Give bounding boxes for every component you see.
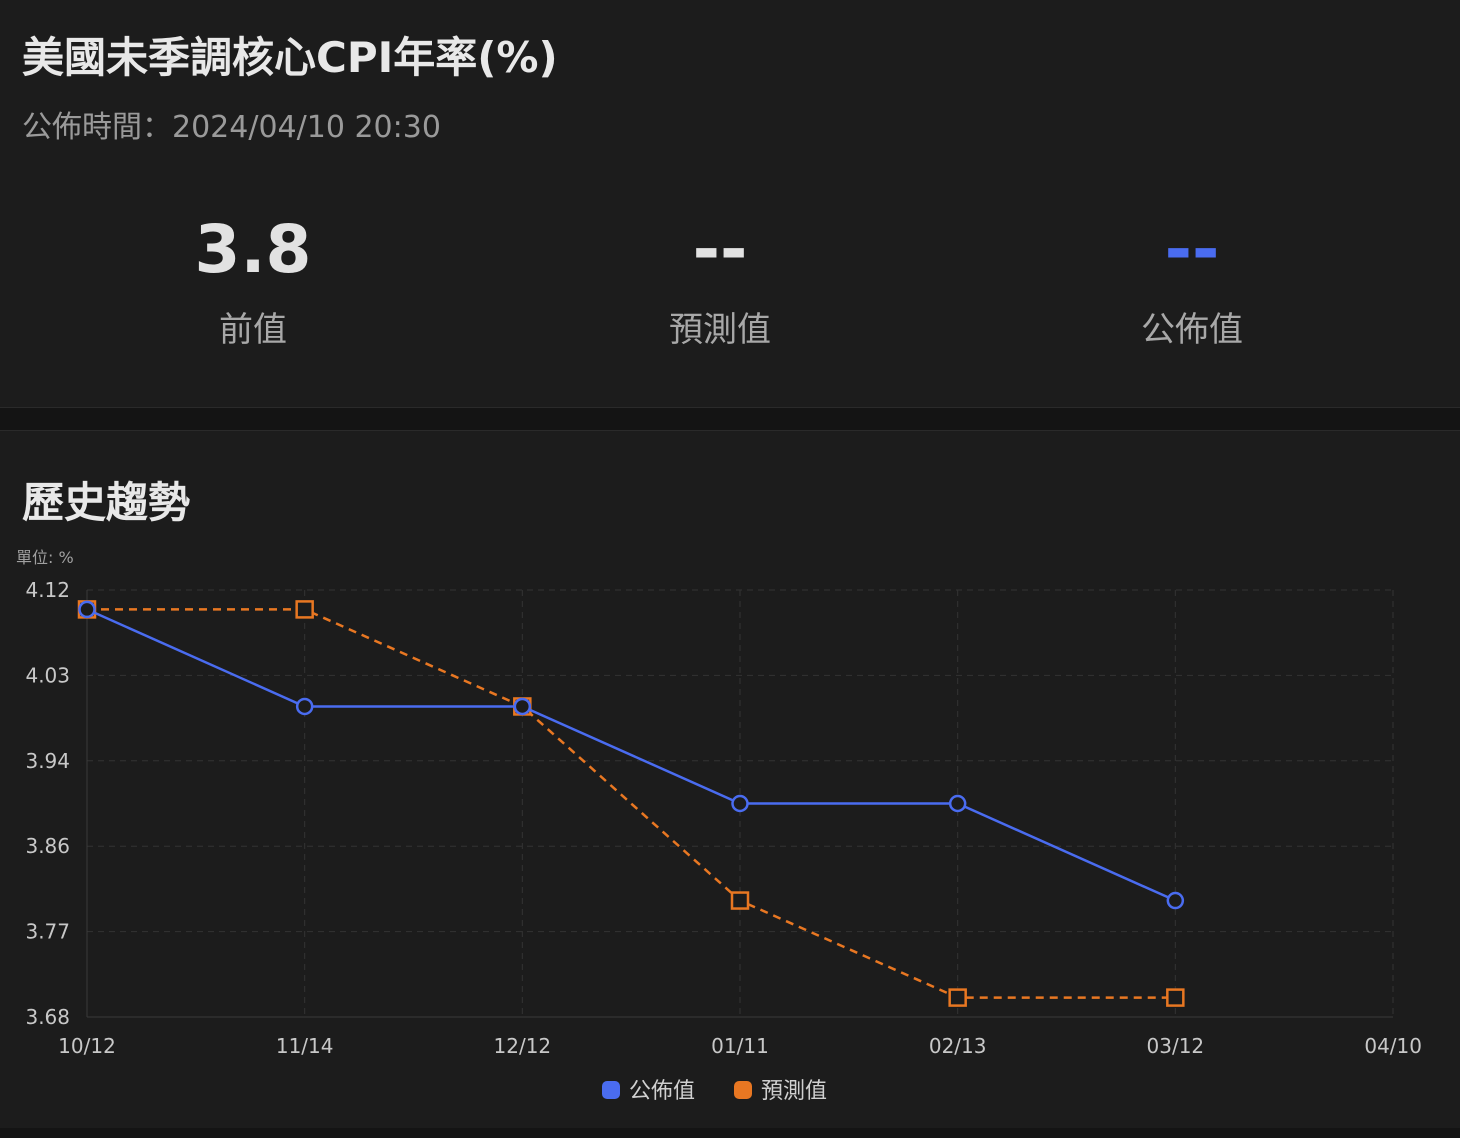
legend-label: 預測值 [761, 1079, 827, 1104]
series-line-0 [86, 608, 1176, 902]
data-point-square [295, 600, 314, 619]
stat-previous: 3.8 前值 [103, 210, 403, 351]
release-time-value: 2024/04/10 20:30 [172, 110, 441, 145]
y-tick-label: 3.77 [25, 920, 70, 944]
stat-actual: -- 公佈值 [1042, 210, 1342, 351]
stat-actual-value: -- [1164, 211, 1220, 288]
stat-actual-label: 公佈值 [1141, 310, 1243, 350]
series-line-1 [87, 608, 1176, 999]
stat-previous-label: 前值 [219, 310, 287, 350]
stat-previous-value: 3.8 [194, 211, 312, 288]
y-tick-label: 3.94 [25, 749, 70, 773]
data-point-circle [78, 600, 96, 619]
unit-label: 單位: % [16, 548, 74, 567]
page-title: 美國未季調核心CPI年率(%) [22, 33, 558, 82]
release-time-label: 公佈時間： [22, 110, 172, 145]
x-tick-label: 01/11 [711, 1034, 769, 1058]
x-tick-label: 03/12 [1147, 1034, 1205, 1058]
data-point-circle [948, 794, 967, 813]
data-point-square [730, 891, 750, 910]
history-trend-card: 歷史趨勢 [0, 431, 1460, 1128]
stat-forecast: -- 預測值 [570, 210, 870, 351]
release-time-row: 公佈時間：2024/04/10 20:30 [22, 102, 441, 146]
stat-forecast-value: -- [692, 211, 748, 288]
x-tick-label: 10/12 [58, 1034, 116, 1058]
data-point-circle [731, 794, 749, 813]
history-line-chart: 單位: % 4.12 4.03 3.94 3.86 3.77 3.68 10/12 11/14 1… [16, 548, 1422, 1104]
indicator-summary-card: 美國未季調核心CPI年率(%) 公佈時間：2024/04/10 20:30 3.… [0, 0, 1460, 407]
legend-label: 公佈值 [629, 1079, 695, 1104]
x-tick-label: 02/13 [929, 1034, 987, 1058]
legend-swatch [602, 1081, 620, 1099]
data-point-circle [513, 697, 532, 716]
data-point-square [948, 988, 967, 1007]
legend-swatch [734, 1081, 752, 1099]
data-point-circle [295, 697, 314, 716]
data-point-circle [1166, 891, 1185, 910]
section-divider [0, 407, 1460, 431]
data-point-square [1166, 988, 1185, 1007]
stat-forecast-label: 預測值 [669, 310, 771, 350]
y-tick-label: 4.03 [25, 663, 70, 687]
x-tick-label: 12/12 [494, 1034, 552, 1058]
y-tick-label: 3.68 [25, 1005, 70, 1029]
section-title: 歷史趨勢 [22, 478, 191, 527]
y-tick-label: 3.86 [25, 834, 70, 858]
x-tick-label: 11/14 [276, 1034, 334, 1058]
x-tick-label: 04/10 [1364, 1034, 1422, 1058]
bottom-bar [0, 1128, 1460, 1138]
y-tick-label: 4.12 [25, 578, 70, 602]
